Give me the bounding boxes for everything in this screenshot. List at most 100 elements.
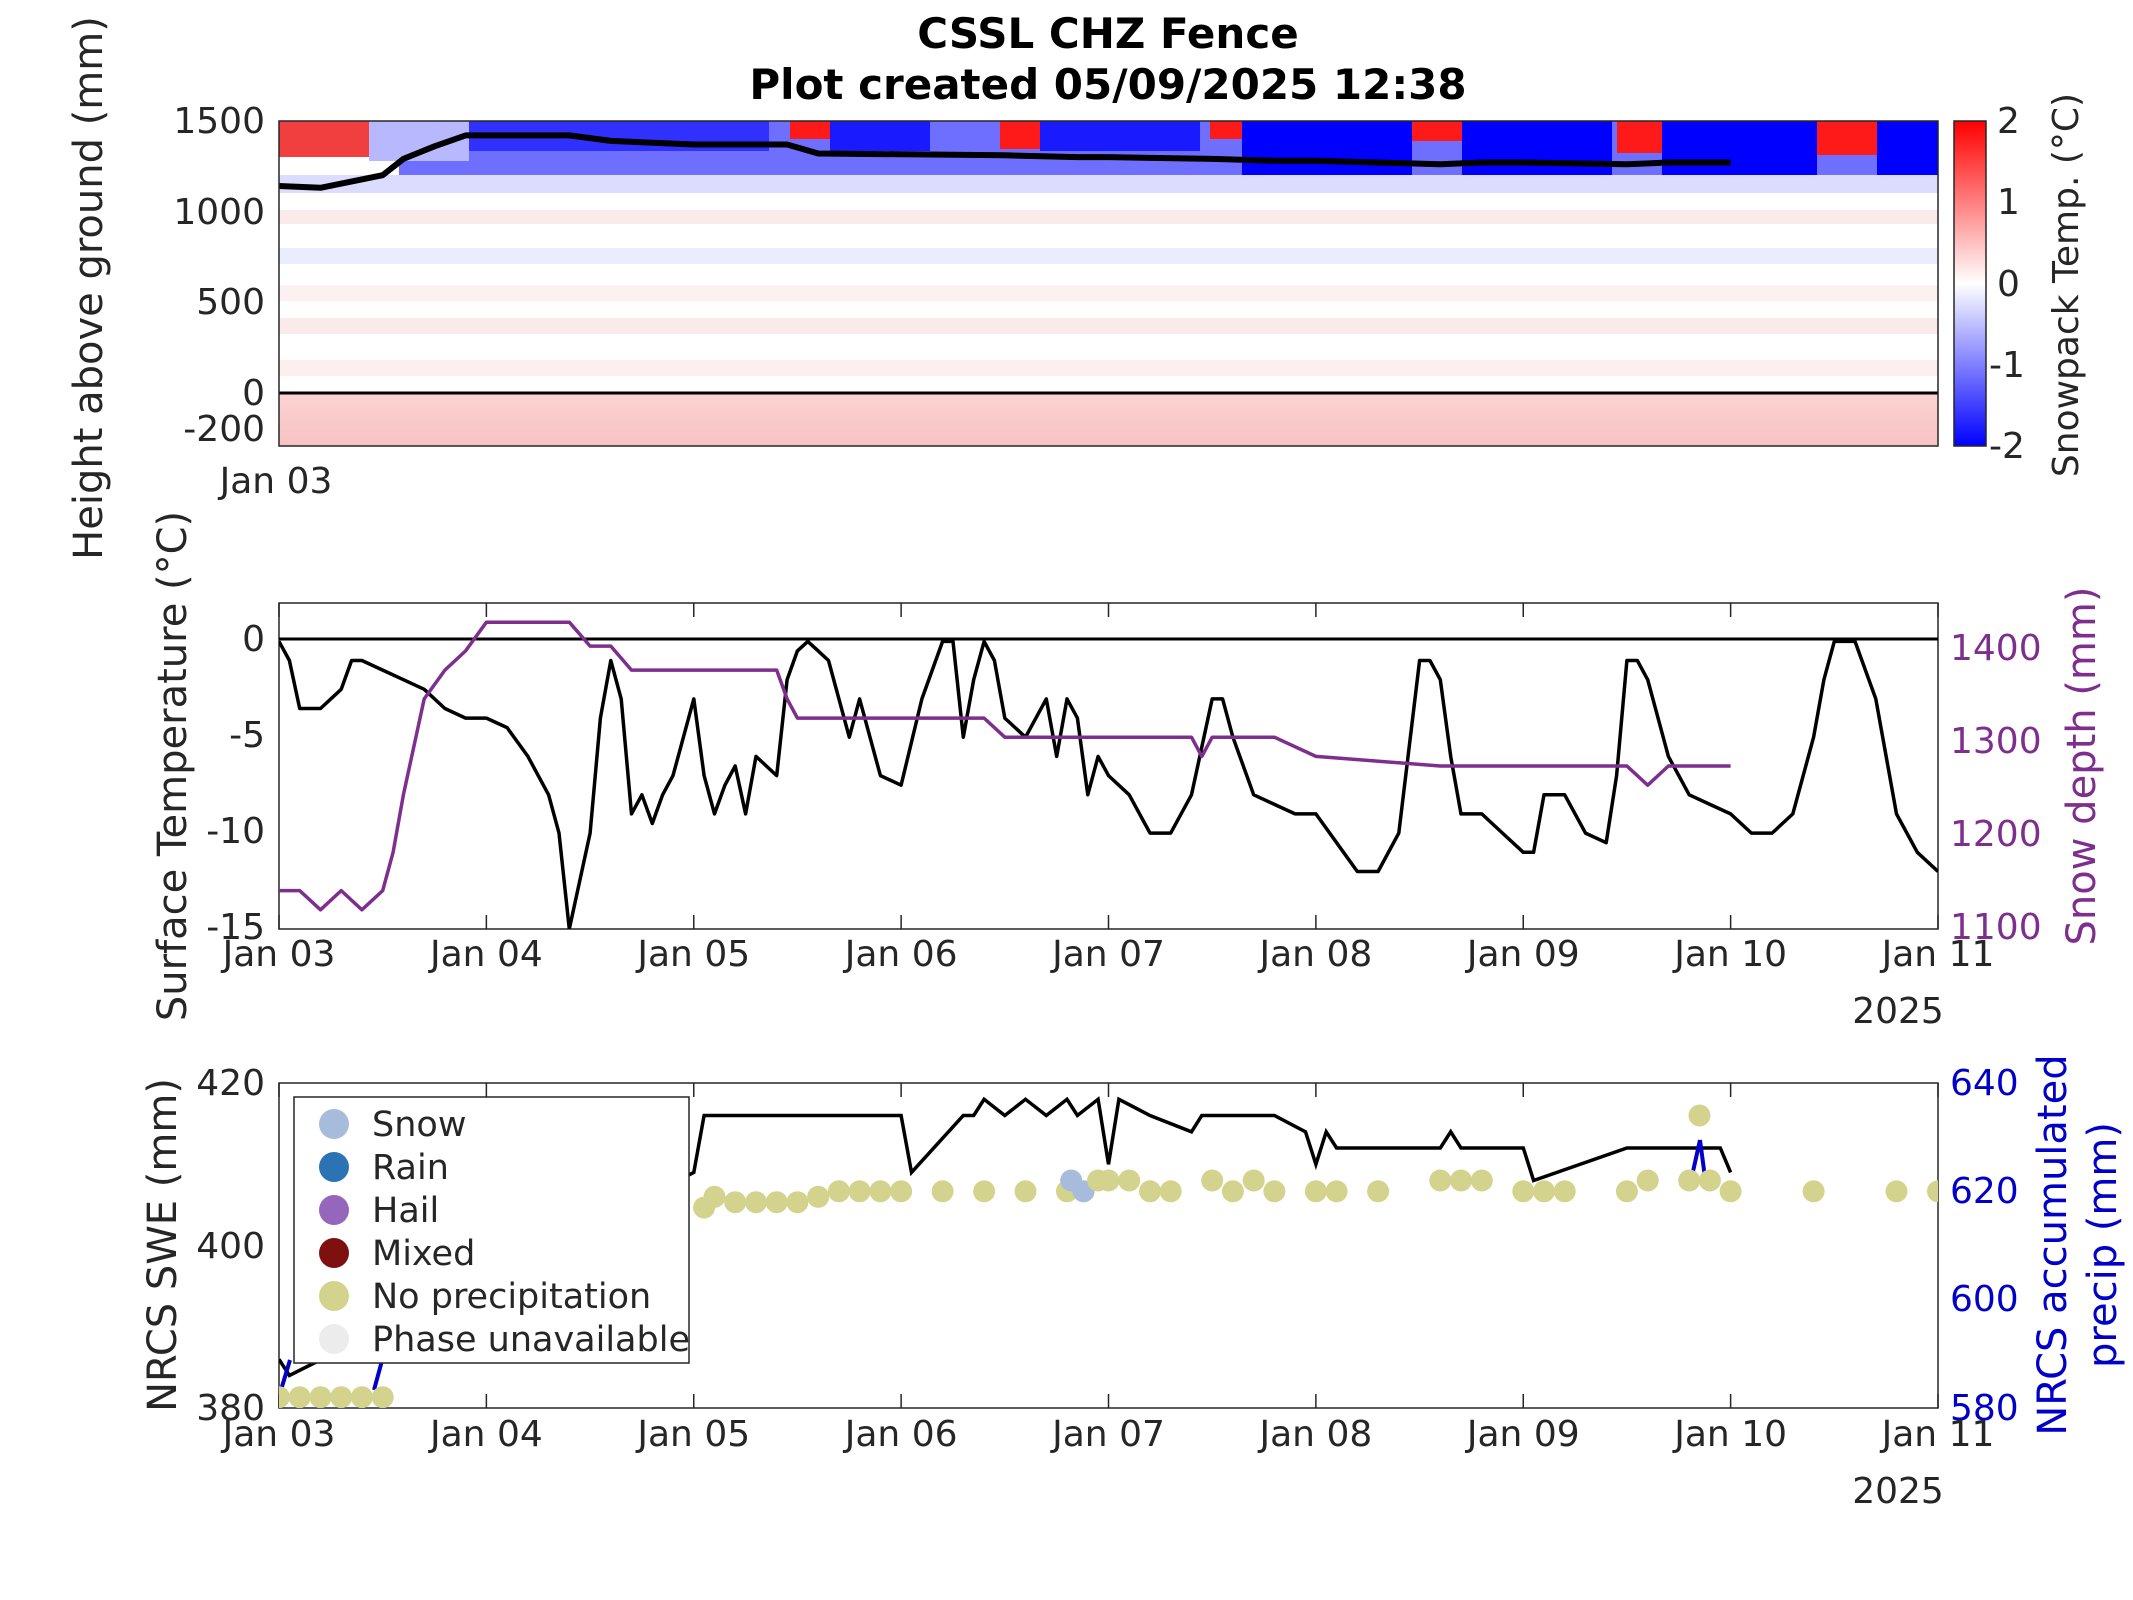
precip-point — [1927, 1180, 1938, 1203]
x-tick-label: Jan 09 — [1465, 934, 1580, 975]
right-y-tick-label: 1400 — [1950, 628, 2042, 669]
x-tick-label: Jan 03 — [221, 1414, 336, 1455]
right-y-tick-label: 640 — [1950, 1063, 2019, 1104]
precip-point — [1263, 1180, 1286, 1203]
heatmap-cell — [279, 360, 1938, 376]
precip-point — [1719, 1180, 1742, 1203]
legend-label: No precipitation — [372, 1277, 651, 1317]
precip-point — [1698, 1169, 1721, 1192]
right-y-tick-label: 580 — [1950, 1388, 2019, 1429]
colorbar-tick-label: 1 — [1997, 182, 2020, 223]
precip-point — [973, 1180, 996, 1203]
x-tick-label: Jan 04 — [428, 1414, 543, 1455]
y-tick-label: -15 — [206, 907, 265, 948]
snow-depth-line — [279, 620, 1731, 912]
x-tick-label: Jan 10 — [1672, 1414, 1787, 1455]
heatmap-cell — [279, 318, 1938, 334]
heatmap-cell — [279, 285, 1938, 301]
heatmap-axes-box — [278, 120, 1939, 447]
heatmap-cell — [279, 393, 1938, 446]
snow-depth-overlay-line — [279, 132, 1731, 191]
right-y-tick-label: 1100 — [1950, 907, 2042, 948]
legend-marker-rain — [319, 1152, 349, 1182]
nrcs-swe-panel: 420 400 380 640 620 600 580 Jan 03 Jan 04… — [140, 1054, 2126, 1512]
precip-point — [1533, 1180, 1555, 1203]
heatmap-cell — [1662, 121, 1817, 175]
precip-point — [807, 1185, 830, 1208]
right-y-tick-label: 620 — [1950, 1171, 2019, 1212]
x-tick-labels: Jan 03 Jan 04 Jan 05 Jan 06 Jan 07 Jan 08 Jan … — [221, 1414, 1995, 1455]
precip-point — [890, 1180, 913, 1203]
right-y-axis-label-line1: NRCS accumulated — [2030, 1054, 2076, 1435]
legend-label: Mixed — [372, 1234, 475, 1274]
year-label: 2025 — [1852, 1471, 1944, 1512]
heatmap-cell — [830, 121, 930, 151]
heatmap-cell — [1412, 121, 1462, 141]
precip-point — [1097, 1169, 1120, 1192]
heatmap-cell — [1000, 121, 1040, 149]
heatmap-cell — [279, 175, 1938, 193]
y-axis-label: Surface Temperature (°C) — [150, 511, 196, 1021]
precip-point — [1139, 1180, 1161, 1203]
x-tick-label: Jan 04 — [428, 934, 543, 975]
colorbar-label: Snowpack Temp. (°C) — [2046, 93, 2087, 477]
precip-point — [330, 1386, 353, 1408]
precip-point — [1304, 1180, 1327, 1203]
precip-point — [1636, 1169, 1659, 1192]
precip-point — [745, 1191, 767, 1214]
y-tick-label: 0 — [242, 619, 265, 660]
legend: Snow Rain Hail Mixed No precipitation Ph… — [293, 1096, 690, 1364]
legend-label: Rain — [372, 1148, 449, 1188]
heatmap-cell — [790, 121, 830, 139]
legend-label: Snow — [372, 1105, 466, 1145]
precip-point — [1512, 1180, 1535, 1203]
precip-point — [288, 1386, 311, 1408]
precip-point — [1688, 1104, 1711, 1127]
heatmap-cell — [1462, 121, 1612, 175]
precip-point — [1553, 1180, 1576, 1203]
right-y-tick-label: 600 — [1950, 1279, 2019, 1320]
chart-title: CSSL CHZ Fence — [917, 9, 1298, 58]
precip-point — [703, 1185, 726, 1208]
precip-point — [1159, 1180, 1182, 1203]
legend-marker-phase-unavailable — [319, 1324, 349, 1354]
heatmap-cell — [1242, 121, 1412, 175]
x-tick-label: Jan 03 — [221, 934, 336, 975]
heatmap-cell — [1040, 121, 1200, 151]
heatmap-y-axis-label: Height above ground (mm) — [66, 16, 112, 560]
precip-point — [1450, 1169, 1472, 1192]
swe-line — [279, 1096, 1733, 1378]
precip-point — [1367, 1180, 1390, 1203]
x-tick-label: Jan 08 — [1258, 1414, 1373, 1455]
heatmap-cell — [1877, 121, 1938, 175]
x-tick-marks — [278, 603, 1939, 929]
x-tick-label: Jan 11 — [1880, 934, 1995, 975]
right-y-tick-label: 1200 — [1950, 814, 2042, 855]
precip-point — [1325, 1180, 1348, 1203]
x-tick-labels: Jan 03 Jan 04 Jan 05 Jan 06 Jan 07 Jan 08 Jan … — [221, 934, 1995, 975]
precip-point — [1201, 1169, 1224, 1192]
heatmap-cell — [1817, 121, 1877, 155]
legend-box — [293, 1096, 690, 1364]
x-tick-label: Jan 07 — [1050, 934, 1165, 975]
y-tick-label: 1000 — [173, 192, 265, 233]
y-axis-label: NRCS SWE (mm) — [140, 1078, 186, 1412]
colorbar-tick-label: -2 — [1989, 426, 2025, 467]
chart-subtitle: Plot created 05/09/2025 12:38 — [749, 60, 1466, 109]
precip-point — [309, 1386, 332, 1408]
precip-point — [1242, 1169, 1265, 1192]
precip-point — [1118, 1169, 1141, 1192]
x-tick-label: Jan 08 — [1258, 934, 1373, 975]
right-y-axis-label: Snow depth (mm) — [2059, 587, 2105, 946]
right-y-tick-label: 1300 — [1950, 721, 2042, 762]
legend-label: Hail — [372, 1191, 439, 1231]
precip-point — [848, 1180, 871, 1203]
precip-point — [371, 1386, 394, 1408]
x-tick-label: Jan 05 — [635, 1414, 750, 1455]
legend-marker-snow — [319, 1109, 349, 1139]
colorbar — [1953, 120, 1987, 447]
precip-point — [931, 1180, 954, 1203]
surface-temperature-line — [279, 639, 1938, 929]
precip-points — [279, 1104, 1938, 1408]
